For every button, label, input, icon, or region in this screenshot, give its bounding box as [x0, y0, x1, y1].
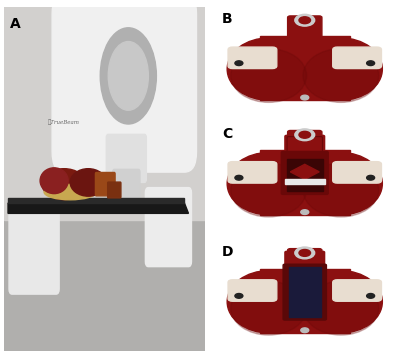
Circle shape: [367, 61, 375, 66]
Ellipse shape: [227, 153, 310, 215]
Ellipse shape: [303, 281, 379, 335]
Circle shape: [108, 42, 148, 110]
Circle shape: [295, 247, 315, 259]
Bar: [260, 268, 350, 333]
FancyBboxPatch shape: [283, 264, 326, 320]
Circle shape: [299, 250, 310, 256]
Circle shape: [367, 294, 375, 298]
Ellipse shape: [299, 38, 383, 100]
FancyBboxPatch shape: [228, 280, 277, 301]
Ellipse shape: [231, 49, 306, 102]
FancyBboxPatch shape: [95, 173, 115, 196]
FancyBboxPatch shape: [52, 0, 196, 172]
Circle shape: [367, 175, 375, 180]
Polygon shape: [8, 203, 188, 213]
Text: A: A: [10, 18, 21, 32]
Text: B: B: [222, 12, 232, 26]
Bar: [4, 7, 205, 220]
FancyBboxPatch shape: [228, 162, 277, 183]
FancyBboxPatch shape: [145, 188, 192, 267]
Bar: [288, 267, 321, 317]
FancyBboxPatch shape: [285, 251, 325, 280]
FancyBboxPatch shape: [282, 151, 328, 194]
FancyBboxPatch shape: [285, 135, 325, 161]
Circle shape: [299, 131, 310, 138]
Circle shape: [295, 129, 315, 141]
Ellipse shape: [227, 38, 310, 100]
Circle shape: [301, 328, 309, 333]
Ellipse shape: [42, 169, 86, 200]
Circle shape: [235, 61, 243, 66]
FancyBboxPatch shape: [333, 280, 381, 301]
Bar: [4, 220, 205, 351]
FancyBboxPatch shape: [288, 16, 322, 43]
Ellipse shape: [44, 184, 96, 200]
Bar: [287, 159, 323, 191]
Bar: [285, 179, 325, 184]
FancyBboxPatch shape: [333, 162, 381, 183]
Ellipse shape: [299, 153, 383, 215]
Circle shape: [100, 28, 156, 124]
Bar: [8, 198, 184, 203]
Ellipse shape: [227, 271, 310, 333]
Circle shape: [295, 14, 315, 26]
FancyBboxPatch shape: [107, 182, 121, 198]
Ellipse shape: [40, 168, 68, 194]
Text: ℱTrueBeam: ℱTrueBeam: [48, 120, 80, 125]
Bar: [260, 150, 350, 215]
FancyBboxPatch shape: [288, 130, 322, 158]
Ellipse shape: [70, 169, 106, 196]
FancyBboxPatch shape: [288, 248, 322, 276]
Ellipse shape: [303, 163, 379, 217]
FancyBboxPatch shape: [106, 134, 146, 183]
FancyBboxPatch shape: [333, 47, 381, 69]
Ellipse shape: [299, 271, 383, 333]
Ellipse shape: [231, 163, 306, 217]
Text: C: C: [222, 127, 232, 141]
Circle shape: [235, 175, 243, 180]
Ellipse shape: [303, 49, 379, 102]
FancyBboxPatch shape: [228, 47, 277, 69]
Ellipse shape: [231, 281, 306, 335]
Polygon shape: [290, 164, 319, 179]
Bar: [260, 36, 350, 100]
FancyBboxPatch shape: [113, 169, 140, 202]
Circle shape: [299, 17, 310, 24]
Circle shape: [301, 210, 309, 214]
Circle shape: [301, 95, 309, 100]
Circle shape: [235, 294, 243, 298]
Text: D: D: [222, 245, 233, 259]
FancyBboxPatch shape: [9, 201, 59, 294]
